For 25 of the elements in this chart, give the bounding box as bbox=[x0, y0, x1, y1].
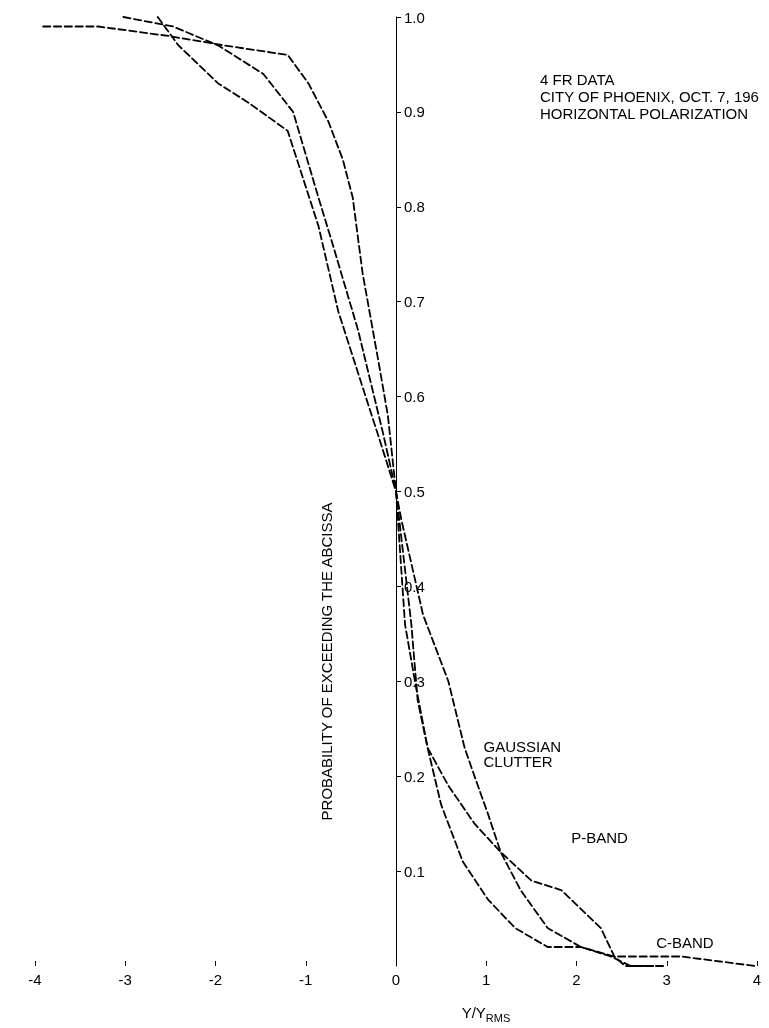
y-tick-label: 0.9 bbox=[404, 103, 425, 121]
y-tick-label: 0.5 bbox=[404, 483, 425, 500]
x-tick-label: 2 bbox=[572, 971, 581, 988]
text: P-BAND bbox=[571, 829, 628, 847]
x-tick-label: -2 bbox=[208, 971, 223, 988]
x-tick-label: 3 bbox=[662, 971, 671, 988]
y-tick-label: 0.3 bbox=[404, 672, 425, 690]
series-label: GAUSSIAN CLUTTER bbox=[483, 738, 566, 771]
y-tick-label: 1.0 bbox=[404, 8, 425, 26]
annotation: HORIZONTAL POLARIZATION bbox=[540, 105, 749, 122]
y-axis-title: PROBABILITY OF EXCEEDING THE ABCISSA bbox=[318, 502, 335, 821]
annotation: CITY OF PHOENIX, OCT. 7, 196 bbox=[540, 88, 759, 105]
annotation: 4 FR DATA bbox=[540, 71, 615, 88]
x-tick-label: 0 bbox=[391, 971, 401, 988]
y-tick-label: 0.1 bbox=[404, 862, 425, 880]
y-tick-label: 0.6 bbox=[404, 388, 425, 406]
x-tick-label: 1 bbox=[482, 971, 491, 988]
x-tick-label: 4 bbox=[752, 971, 762, 988]
y-tick-label: 0.8 bbox=[404, 198, 425, 216]
series-label: C-BAND bbox=[656, 933, 714, 951]
x-tick-label: -1 bbox=[299, 971, 313, 988]
y-tick-label: 0.2 bbox=[404, 767, 425, 785]
x-tick-label: -3 bbox=[118, 971, 132, 988]
x-tick-label: -4 bbox=[28, 971, 42, 988]
y-tick-label: 0.7 bbox=[404, 293, 425, 311]
